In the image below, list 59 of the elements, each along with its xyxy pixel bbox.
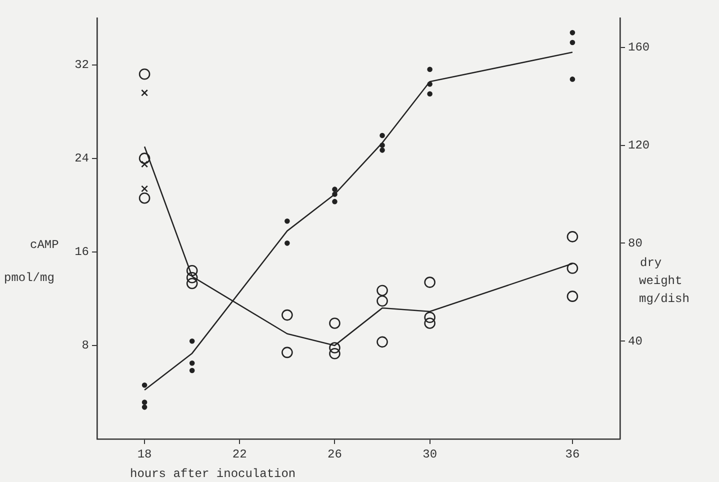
point	[427, 81, 432, 87]
point	[332, 186, 338, 192]
x-tick-label: 36	[565, 447, 580, 462]
point	[141, 185, 148, 192]
x-tick-label: 18	[137, 447, 152, 462]
x-tick-label: 30	[422, 447, 438, 462]
text: cAMP pmol/mg	[4, 238, 59, 286]
point	[138, 192, 150, 204]
point	[282, 309, 293, 321]
point	[380, 132, 385, 138]
point	[329, 318, 340, 329]
point	[424, 276, 436, 288]
point	[142, 404, 148, 410]
point	[380, 148, 385, 153]
y2-tick-label: 120	[628, 138, 650, 152]
point	[427, 66, 432, 72]
point	[566, 231, 578, 242]
point	[189, 368, 195, 374]
y2-tick-label: 40	[628, 334, 642, 348]
point	[566, 262, 578, 274]
point	[186, 278, 198, 290]
point	[566, 290, 578, 302]
point	[142, 382, 148, 388]
point	[329, 342, 340, 354]
point	[332, 192, 338, 197]
y-tick-label: 24	[74, 152, 89, 166]
point	[141, 89, 148, 96]
point	[282, 346, 293, 358]
point	[424, 312, 436, 324]
y-tick-label: 16	[74, 245, 89, 260]
point	[329, 348, 340, 360]
y2-axis-title: dry weight mg/dish	[639, 256, 690, 306]
point	[142, 400, 148, 405]
x-tick-label: 26	[328, 447, 342, 462]
point	[284, 218, 290, 224]
x-axis-title: hours after inoculation	[130, 467, 296, 482]
point	[570, 40, 576, 46]
y2-tick-label: 80	[628, 236, 642, 250]
point	[189, 338, 195, 344]
point	[427, 91, 432, 97]
point	[570, 30, 576, 36]
point	[376, 295, 388, 307]
y-tick-label: 32	[74, 58, 89, 72]
point	[284, 240, 290, 246]
point	[570, 76, 576, 82]
point	[138, 68, 150, 80]
point	[376, 336, 388, 348]
point	[376, 284, 388, 296]
point	[138, 152, 150, 164]
point	[141, 160, 148, 168]
point	[332, 198, 338, 204]
point	[186, 264, 198, 276]
point	[189, 360, 195, 366]
point	[380, 142, 385, 148]
y2-tick-label: 160	[628, 40, 650, 55]
y-tick-label: 8	[82, 338, 89, 353]
x-tick-label: 22	[232, 447, 247, 462]
point	[424, 318, 436, 329]
point	[186, 272, 198, 284]
